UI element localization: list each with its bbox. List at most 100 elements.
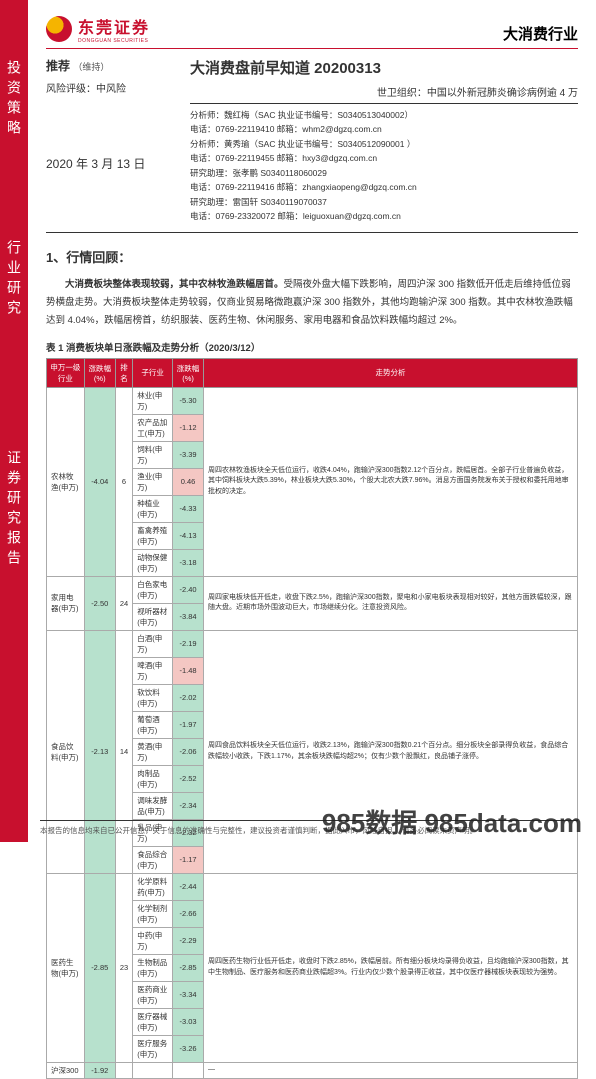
sub-change: -4.33 — [173, 495, 204, 522]
trend-analysis: — — [204, 1062, 578, 1078]
sub-change: -4.13 — [173, 522, 204, 549]
sub-name: 医药商业(申万) — [133, 981, 173, 1008]
group-name: 农林牧渔(申万) — [47, 387, 85, 576]
sub-name: 农产品加工(申万) — [133, 414, 173, 441]
sub-change: -2.44 — [173, 873, 204, 900]
group-change: -1.92 — [84, 1062, 115, 1078]
sub-change: -1.97 — [173, 711, 204, 738]
sub-change: -3.34 — [173, 981, 204, 1008]
logo-cn: 东莞证券 — [78, 14, 150, 38]
sub-name: 软饮料(申万) — [133, 684, 173, 711]
sub-change: -2.29 — [173, 927, 204, 954]
recommendation: 推荐 （维持） — [46, 57, 176, 74]
sub-change: -3.39 — [173, 441, 204, 468]
logo-en: DONGGUAN SECURITIES — [78, 38, 150, 44]
sub-name: 医疗服务(申万) — [133, 1035, 173, 1062]
body-lead: 大消费板块整体表现较弱，其中农林牧渔跌幅居首。 — [65, 279, 284, 290]
sub-change: -2.66 — [173, 900, 204, 927]
logo: 东莞证券 DONGGUAN SECURITIES — [46, 14, 150, 44]
analyst-line: 电话：0769-23320072 邮箱：leiguoxuan@dgzq.com.… — [190, 209, 578, 223]
group-rank: 23 — [115, 873, 132, 1062]
risk-value: 中风险 — [96, 84, 126, 95]
sub-change: -2.34 — [173, 792, 204, 819]
table-header-row: 申万一级行业涨跌幅(%)排名子行业涨跌幅(%)走势分析 — [47, 358, 578, 387]
sub-name: 食品综合(申万) — [133, 846, 173, 873]
industry-label: 大消费行业 — [503, 23, 578, 44]
group-name: 家用电器(申万) — [47, 576, 85, 630]
rail-label-report: 证券研究报告 — [4, 450, 24, 570]
section-1-title: 1、行情回顾： — [46, 247, 578, 266]
analyst-line: 研究助理：雷国轩 S0340119070037 — [190, 195, 578, 209]
sub-name: 葡萄酒(申万) — [133, 711, 173, 738]
table-row: 医药生物(申万)-2.8523化学原料药(申万)-2.44周四医药生物行业低开低… — [47, 873, 578, 900]
sub-name: 白酒(申万) — [133, 630, 173, 657]
sub-name: 肉制品(申万) — [133, 765, 173, 792]
analyst-info: 分析师：魏红梅（SAC 执业证书编号：S0340513040002）电话：076… — [190, 108, 578, 224]
sub-name: 生物制品(申万) — [133, 954, 173, 981]
table-row: 农林牧渔(申万)-4.046林业(申万)-5.30周四农林牧渔板块全天低位运行，… — [47, 387, 578, 414]
table-body: 农林牧渔(申万)-4.046林业(申万)-5.30周四农林牧渔板块全天低位运行，… — [47, 387, 578, 1078]
sub-change: -3.03 — [173, 1008, 204, 1035]
sub-name: 黄酒(申万) — [133, 738, 173, 765]
top-bar: 东莞证券 DONGGUAN SECURITIES 大消费行业 — [46, 14, 578, 49]
sub-change — [173, 1062, 204, 1078]
table-header-cell: 排名 — [115, 358, 132, 387]
table-row: 沪深300-1.92 — — [47, 1062, 578, 1078]
table-header-cell: 涨跌幅(%) — [84, 358, 115, 387]
trend-analysis: 周四食品饮料板块全天低位运行，收跌2.13%，跑输沪深300指数0.21个百分点… — [204, 630, 578, 873]
sub-name: 动物保健(申万) — [133, 549, 173, 576]
sub-change: -2.40 — [173, 576, 204, 603]
logo-mark-icon — [46, 16, 72, 42]
analyst-line: 分析师：黄秀瑜（SAC 执业证书编号：S0340512090001 ） — [190, 137, 578, 151]
table-header-cell: 走势分析 — [204, 358, 578, 387]
sub-name: 中药(申万) — [133, 927, 173, 954]
table-header-cell: 子行业 — [133, 358, 173, 387]
table-row: 食品饮料(申万)-2.1314白酒(申万)-2.19周四食品饮料板块全天低位运行… — [47, 630, 578, 657]
sub-change: -2.06 — [173, 738, 204, 765]
rec-maintain: （维持） — [73, 62, 109, 72]
group-change: -2.85 — [84, 873, 115, 1062]
group-name: 医药生物(申万) — [47, 873, 85, 1062]
sub-change: -5.30 — [173, 387, 204, 414]
sub-change: -1.12 — [173, 414, 204, 441]
rec-value: 推荐 — [46, 59, 70, 73]
sub-change: -3.18 — [173, 549, 204, 576]
left-rail: 投资策略 行业研究 证券研究报告 — [0, 0, 28, 842]
sub-change: -1.48 — [173, 657, 204, 684]
report-title: 大消费盘前早知道 20200313 — [190, 57, 578, 78]
body-paragraph: 大消费板块整体表现较弱，其中农林牧渔跌幅居首。受隔夜外盘大幅下跌影响，周四沪深 … — [46, 276, 578, 330]
rail-label-research: 行业研究 — [4, 240, 24, 320]
trend-analysis: 周四家电板块低开低走，收盘下跌2.5%，跑输沪深300指数，聚电和小家电板块表现… — [204, 576, 578, 630]
risk-label: 风险评级： — [46, 84, 96, 95]
page-content: 东莞证券 DONGGUAN SECURITIES 大消费行业 推荐 （维持） 风… — [28, 0, 596, 1079]
group-rank — [115, 1062, 132, 1078]
sub-name: 林业(申万) — [133, 387, 173, 414]
trend-analysis: 周四农林牧渔板块全天低位运行，收跌4.04%，跑输沪深300指数2.12个百分点… — [204, 387, 578, 576]
group-name: 沪深300 — [47, 1062, 85, 1078]
sub-name — [133, 1062, 173, 1078]
group-change: -2.13 — [84, 630, 115, 873]
sub-change: -3.26 — [173, 1035, 204, 1062]
sub-name: 畜禽养殖(申万) — [133, 522, 173, 549]
analyst-line: 电话：0769-22119416 邮箱：zhangxiaopeng@dgzq.c… — [190, 180, 578, 194]
trend-analysis: 周四医药生物行业低开低走，收盘时下跌2.85%，跌幅居前。所有细分板块均录得负收… — [204, 873, 578, 1062]
sub-change: -2.19 — [173, 630, 204, 657]
analyst-line: 研究助理：张孝鹏 S0340118060029 — [190, 166, 578, 180]
report-subtitle: 世卫组织：中国以外新冠肺炎确诊病例逾 4 万 — [190, 84, 578, 104]
group-name: 食品饮料(申万) — [47, 630, 85, 873]
disclaimer-footer: 本报告的信息均来自已公开信息，关于信息的准确性与完整性，建议投资者谨慎判断，据此… — [40, 820, 578, 836]
report-date: 2020 年 3 月 13 日 — [46, 155, 176, 172]
sub-change: -2.52 — [173, 765, 204, 792]
sub-name: 种植业(申万) — [133, 495, 173, 522]
header-block: 推荐 （维持） 风险评级：中风险 2020 年 3 月 13 日 大消费盘前早知… — [46, 49, 578, 233]
sub-name: 饲料(申万) — [133, 441, 173, 468]
group-rank: 14 — [115, 630, 132, 873]
group-rank: 24 — [115, 576, 132, 630]
table-header-cell: 涨跌幅(%) — [173, 358, 204, 387]
group-rank: 6 — [115, 387, 132, 576]
sector-table: 申万一级行业涨跌幅(%)排名子行业涨跌幅(%)走势分析 农林牧渔(申万)-4.0… — [46, 358, 578, 1079]
sub-change: -3.84 — [173, 603, 204, 630]
sub-name: 渔业(申万) — [133, 468, 173, 495]
table-header-cell: 申万一级行业 — [47, 358, 85, 387]
sub-change: 0.46 — [173, 468, 204, 495]
